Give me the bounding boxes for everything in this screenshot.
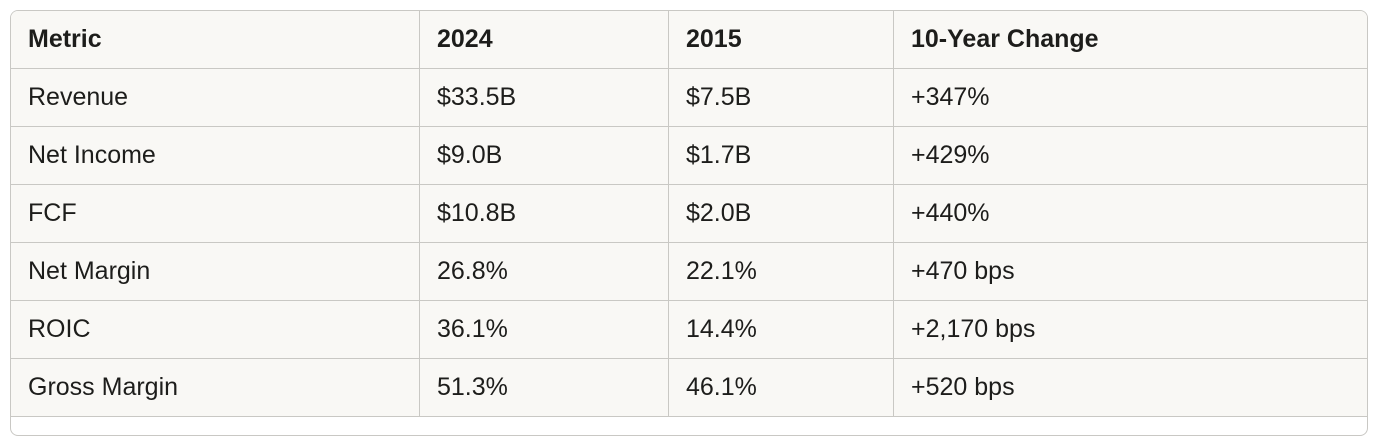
table-cell: 14.4%	[668, 300, 894, 359]
table-cell: $9.0B	[419, 126, 669, 185]
table-body: Revenue $33.5B $7.5B +347% Net Income $9.0B $1…	[11, 68, 1367, 417]
table-cell: Net Margin	[11, 242, 420, 301]
table-cell: +440%	[893, 184, 1367, 243]
table-container: Metric 2024 2015 10-Year Change Revenue $33.…	[10, 10, 1368, 436]
table-cell: 51.3%	[419, 358, 669, 417]
table-cell: Gross Margin	[11, 358, 420, 417]
table-row: ROIC 36.1% 14.4% +2,170 bps	[11, 300, 1367, 359]
table-cell: $7.5B	[668, 68, 894, 127]
table-cell: Net Income	[11, 126, 420, 185]
table-cell: +347%	[893, 68, 1367, 127]
table-row: Revenue $33.5B $7.5B +347%	[11, 68, 1367, 127]
table-cell: +429%	[893, 126, 1367, 185]
table-cell: +470 bps	[893, 242, 1367, 301]
table-row: Net Income $9.0B $1.7B +429%	[11, 126, 1367, 185]
table-cell: $2.0B	[668, 184, 894, 243]
table-cell: ROIC	[11, 300, 420, 359]
data-table: Metric 2024 2015 10-Year Change Revenue $33.…	[11, 11, 1367, 417]
header-row: Metric 2024 2015 10-Year Change	[11, 11, 1367, 69]
header-cell: 10-Year Change	[893, 11, 1367, 69]
table-cell: +520 bps	[893, 358, 1367, 417]
table-cell: $10.8B	[419, 184, 669, 243]
table-cell: $33.5B	[419, 68, 669, 127]
table-cell: 26.8%	[419, 242, 669, 301]
table-cell: +2,170 bps	[893, 300, 1367, 359]
table-cell: FCF	[11, 184, 420, 243]
header-cell: 2015	[668, 11, 894, 69]
table-cell: $1.7B	[668, 126, 894, 185]
table-row: Net Margin 26.8% 22.1% +470 bps	[11, 242, 1367, 301]
table-row: FCF $10.8B $2.0B +440%	[11, 184, 1367, 243]
table-cell: 46.1%	[668, 358, 894, 417]
header-cell: Metric	[11, 11, 420, 69]
table-row: Gross Margin 51.3% 46.1% +520 bps	[11, 358, 1367, 417]
table-cell: 36.1%	[419, 300, 669, 359]
table-cell: Revenue	[11, 68, 420, 127]
header-cell: 2024	[419, 11, 669, 69]
table-head: Metric 2024 2015 10-Year Change	[11, 11, 1367, 69]
table-cell: 22.1%	[668, 242, 894, 301]
